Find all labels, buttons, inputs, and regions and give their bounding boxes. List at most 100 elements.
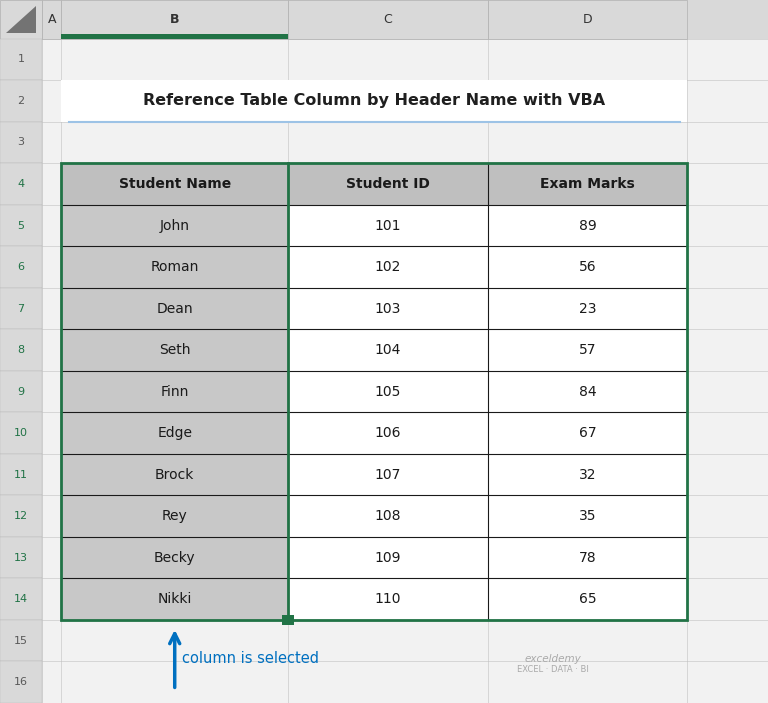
Text: B: B bbox=[170, 13, 180, 26]
Text: 107: 107 bbox=[375, 467, 401, 482]
Text: D: D bbox=[583, 13, 592, 26]
Bar bbox=[61, 288, 288, 329]
Text: 109: 109 bbox=[375, 550, 401, 565]
Bar bbox=[61, 454, 288, 496]
Bar bbox=[0, 80, 42, 122]
Text: 57: 57 bbox=[579, 343, 596, 357]
Bar bbox=[0, 413, 42, 454]
Text: C: C bbox=[383, 13, 392, 26]
Bar bbox=[61, 537, 65, 579]
Bar bbox=[0, 371, 42, 413]
Bar bbox=[61, 205, 65, 246]
Text: 65: 65 bbox=[579, 592, 596, 606]
Text: 32: 32 bbox=[579, 467, 596, 482]
Text: 84: 84 bbox=[579, 385, 596, 399]
Text: exceldemy: exceldemy bbox=[525, 654, 581, 664]
Bar bbox=[61, 163, 65, 205]
Text: column is selected: column is selected bbox=[182, 651, 319, 666]
Text: 10: 10 bbox=[14, 428, 28, 438]
Text: 101: 101 bbox=[375, 219, 401, 233]
Text: 11: 11 bbox=[14, 470, 28, 479]
Text: EXCEL · DATA · BI: EXCEL · DATA · BI bbox=[517, 664, 589, 673]
Text: 3: 3 bbox=[18, 138, 25, 148]
Bar bbox=[0, 454, 42, 496]
Bar bbox=[0, 0, 42, 39]
Bar bbox=[0, 205, 42, 246]
Text: 4: 4 bbox=[18, 179, 25, 189]
Bar bbox=[288, 205, 488, 246]
Text: 15: 15 bbox=[14, 636, 28, 646]
Bar bbox=[288, 288, 488, 329]
Text: Finn: Finn bbox=[161, 385, 189, 399]
Bar bbox=[488, 496, 687, 537]
Text: 56: 56 bbox=[579, 260, 596, 274]
Text: 67: 67 bbox=[579, 426, 596, 440]
Text: 89: 89 bbox=[578, 219, 597, 233]
Text: 13: 13 bbox=[14, 553, 28, 562]
Text: Brock: Brock bbox=[155, 467, 194, 482]
Bar bbox=[488, 413, 687, 454]
Bar bbox=[61, 496, 288, 537]
Text: Edge: Edge bbox=[157, 426, 192, 440]
Text: 108: 108 bbox=[375, 509, 401, 523]
Bar bbox=[61, 80, 687, 122]
Bar bbox=[0, 0, 768, 39]
Text: John: John bbox=[160, 219, 190, 233]
Bar bbox=[0, 39, 42, 80]
Bar bbox=[61, 329, 288, 371]
Text: 7: 7 bbox=[18, 304, 25, 314]
Bar bbox=[61, 454, 65, 496]
Bar bbox=[0, 246, 42, 288]
Text: Seth: Seth bbox=[159, 343, 190, 357]
Bar bbox=[288, 329, 488, 371]
Bar bbox=[61, 579, 288, 620]
Text: 1: 1 bbox=[18, 54, 25, 65]
Text: Rey: Rey bbox=[162, 509, 187, 523]
Bar bbox=[61, 413, 288, 454]
Bar bbox=[0, 163, 42, 205]
Bar bbox=[61, 496, 65, 537]
Text: 9: 9 bbox=[18, 387, 25, 396]
Bar bbox=[288, 413, 488, 454]
Text: 106: 106 bbox=[375, 426, 401, 440]
Bar bbox=[61, 371, 65, 413]
Bar bbox=[488, 246, 687, 288]
Bar bbox=[488, 537, 687, 579]
Text: 8: 8 bbox=[18, 345, 25, 355]
Text: Student ID: Student ID bbox=[346, 177, 430, 191]
Bar bbox=[0, 537, 42, 579]
Text: 104: 104 bbox=[375, 343, 401, 357]
Bar bbox=[61, 246, 65, 288]
Text: Nikki: Nikki bbox=[157, 592, 192, 606]
Bar bbox=[288, 0, 488, 39]
Bar bbox=[0, 39, 42, 703]
Text: 35: 35 bbox=[579, 509, 596, 523]
Bar bbox=[42, 0, 61, 39]
Bar bbox=[61, 205, 288, 246]
Bar bbox=[488, 288, 687, 329]
Text: 2: 2 bbox=[18, 96, 25, 106]
Bar bbox=[0, 620, 42, 662]
Text: 12: 12 bbox=[14, 511, 28, 521]
Bar bbox=[61, 413, 65, 454]
Bar bbox=[488, 371, 687, 413]
Text: 103: 103 bbox=[375, 302, 401, 316]
Text: Student Name: Student Name bbox=[118, 177, 231, 191]
Bar bbox=[288, 454, 488, 496]
Bar bbox=[288, 246, 488, 288]
Text: 16: 16 bbox=[14, 677, 28, 688]
Bar bbox=[0, 496, 42, 537]
Bar bbox=[61, 537, 288, 579]
Bar bbox=[282, 615, 294, 625]
Bar bbox=[288, 163, 488, 205]
Text: 105: 105 bbox=[375, 385, 401, 399]
Bar bbox=[288, 371, 488, 413]
Text: 110: 110 bbox=[375, 592, 401, 606]
Text: 102: 102 bbox=[375, 260, 401, 274]
Bar bbox=[0, 329, 42, 371]
Text: Exam Marks: Exam Marks bbox=[540, 177, 635, 191]
Bar bbox=[61, 579, 65, 620]
Text: Dean: Dean bbox=[157, 302, 193, 316]
Text: A: A bbox=[48, 13, 56, 26]
Text: 6: 6 bbox=[18, 262, 25, 272]
